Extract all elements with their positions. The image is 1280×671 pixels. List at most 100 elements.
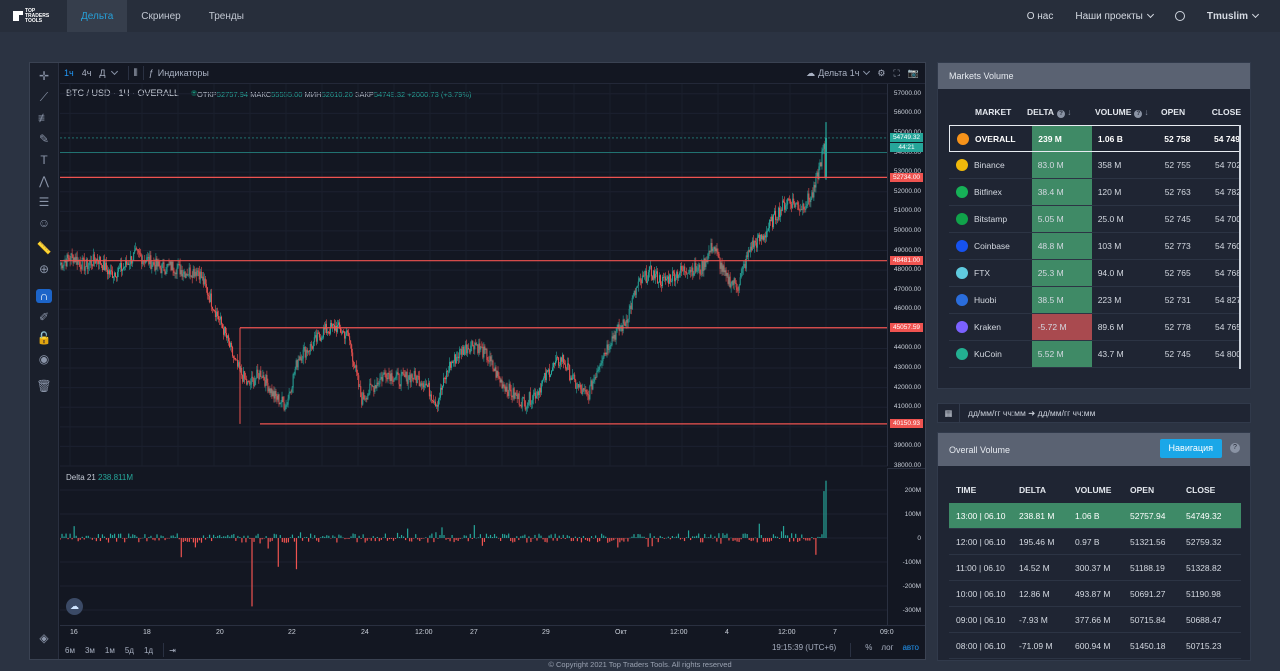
- range-1d[interactable]: 1д: [143, 645, 154, 655]
- nav-projects-dropdown[interactable]: Наши проекты: [1075, 10, 1154, 22]
- overall-row[interactable]: 08:00 | 06.10 -71.09 M 600.94 M 51450.18…: [949, 633, 1241, 659]
- trendline-icon[interactable]: ⟋: [39, 90, 49, 104]
- log-scale-toggle[interactable]: лог: [881, 643, 894, 652]
- candle: [256, 365, 258, 379]
- chevron-down-icon[interactable]: [110, 67, 118, 75]
- candle: [627, 318, 629, 329]
- timeframe-4h[interactable]: 4ч: [81, 68, 92, 78]
- symbol-legend: BTC / USD · 1Ч · OVERALL: [66, 88, 198, 98]
- camera-icon[interactable]: 📷: [907, 67, 919, 78]
- crosshair-icon[interactable]: ✛: [38, 69, 50, 83]
- calendar-icon[interactable]: ▦: [938, 404, 960, 422]
- magnet-icon[interactable]: ∩: [36, 289, 52, 303]
- help-icon[interactable]: ?: [1134, 109, 1143, 118]
- eye-icon[interactable]: ◉: [38, 352, 50, 366]
- range-5d[interactable]: 5д: [124, 645, 134, 655]
- emoji-icon[interactable]: ☺: [37, 216, 51, 230]
- delta-bar: [744, 533, 746, 538]
- layout-selector[interactable]: ☁ Дельта 1ч: [806, 67, 871, 79]
- symbol-title[interactable]: BTC / USD · 1Ч · OVERALL: [66, 88, 180, 98]
- candle: [159, 260, 161, 270]
- zoom-in-icon[interactable]: ⊕: [38, 262, 50, 276]
- market-delta: -5.72 M: [1031, 314, 1092, 340]
- candle: [98, 255, 100, 270]
- logo[interactable]: TOP TRADERS TOOLS: [0, 0, 67, 32]
- market-row[interactable]: Kraken -5.72 M 89.6 M 52 778 54 765: [949, 314, 1241, 341]
- overall-row[interactable]: 12:00 | 06.10 195.46 M 0.97 B 51321.56 5…: [949, 529, 1241, 555]
- clock-timezone[interactable]: 19:15:39 (UTC+6): [771, 643, 837, 652]
- navigation-button[interactable]: Навигация: [1159, 439, 1222, 458]
- delta-bar: [253, 538, 255, 542]
- market-row[interactable]: Coinbase 48.8 M 103 M 52 773 54 760: [949, 233, 1241, 260]
- price-pane[interactable]: [60, 84, 888, 468]
- delta-bar: [568, 536, 570, 538]
- scrollbar[interactable]: [1239, 125, 1241, 369]
- overall-row[interactable]: 13:00 | 06.10 238.81 M 1.06 B 52757.94 5…: [949, 503, 1241, 529]
- ruler-icon[interactable]: 📏: [36, 241, 52, 255]
- market-row[interactable]: Bitstamp 5.05 M 25.0 M 52 745 54 700: [949, 206, 1241, 233]
- candle: [578, 384, 580, 391]
- col-delta[interactable]: DELTA? ↓: [1025, 107, 1089, 118]
- overall-row[interactable]: 10:00 | 06.10 12.86 M 493.87 M 50691.27 …: [949, 581, 1241, 607]
- date-range-input[interactable]: дд/мм/гг чч:мм ➜ дд/мм/гг чч:мм: [968, 407, 1096, 418]
- lock-drawing-icon[interactable]: ✐: [38, 310, 50, 324]
- pattern-icon[interactable]: ⋀: [39, 174, 49, 188]
- col-close[interactable]: CLOSE: [1211, 107, 1241, 117]
- settings-gear-icon[interactable]: ⚙: [877, 67, 886, 78]
- candle: [509, 381, 511, 392]
- fib-tool-icon[interactable]: ≢: [38, 111, 50, 125]
- trash-icon[interactable]: 🗑: [36, 379, 52, 393]
- col-market[interactable]: MARKET: [975, 107, 1012, 117]
- candle: [273, 386, 275, 403]
- indicators-button[interactable]: ƒ Индикаторы: [149, 68, 209, 78]
- time-axis[interactable]: 16 18 20 22 24 12:00 27 29 Окт 12:00 4 12:00 7 09:0: [60, 625, 925, 639]
- price-axis[interactable]: 57000.0056000.0055000.0054000.0053000.00…: [887, 84, 925, 469]
- timeframe-day[interactable]: Д: [99, 68, 106, 78]
- nav-tab-delta[interactable]: Дельта: [67, 0, 128, 32]
- market-row[interactable]: Huobi 38.5 M 223 M 52 731 54 827: [949, 287, 1241, 314]
- overall-row[interactable]: 09:00 | 06.10 -7.93 M 377.66 M 50715.84 …: [949, 607, 1241, 633]
- date-range-picker[interactable]: ▦ дд/мм/гг чч:мм ➜ дд/мм/гг чч:мм: [937, 403, 1251, 423]
- range-6m[interactable]: 6м: [65, 645, 75, 655]
- row-close: 50688.47: [1186, 614, 1222, 625]
- nav-tab-screener[interactable]: Скринер: [141, 10, 181, 22]
- candle: [777, 216, 779, 224]
- layers-icon[interactable]: ◈: [39, 631, 49, 645]
- auto-scale-toggle[interactable]: авто: [902, 643, 919, 652]
- market-row[interactable]: Binance 83.0 M 358 M 52 755 54 702: [949, 152, 1241, 179]
- nav-about-link[interactable]: О нас: [1026, 10, 1054, 22]
- market-row[interactable]: Bitfinex 38.4 M 120 M 52 763 54 782: [949, 179, 1241, 206]
- cloud-sync-icon[interactable]: ☁: [66, 598, 83, 615]
- candle: [500, 378, 502, 383]
- help-icon[interactable]: ?: [1057, 109, 1066, 118]
- candle: [294, 366, 296, 376]
- candle: [516, 389, 518, 404]
- goto-date-icon[interactable]: ⇥: [169, 645, 176, 655]
- range-3m[interactable]: 3м: [84, 645, 95, 655]
- candle: [353, 360, 355, 370]
- delta-pane[interactable]: [60, 468, 888, 624]
- candle-type-icon[interactable]: ⫴: [133, 67, 138, 79]
- market-row[interactable]: FTX 25.3 M 94.0 M 52 765 54 768: [949, 260, 1241, 287]
- range-1m[interactable]: 1м: [104, 645, 115, 655]
- help-icon[interactable]: ?: [1230, 443, 1240, 453]
- brush-icon[interactable]: ✎: [38, 132, 50, 146]
- user-menu[interactable]: Tmuslim: [1207, 10, 1260, 22]
- measure-lines-icon[interactable]: ☰: [38, 195, 50, 209]
- col-open[interactable]: OPEN: [1161, 107, 1186, 117]
- candle: [264, 377, 266, 388]
- timeframe-1h[interactable]: 1ч: [64, 68, 74, 78]
- market-row[interactable]: KuCoin 5.52 M 43.7 M 52 745 54 800: [949, 341, 1241, 368]
- candle: [441, 385, 443, 395]
- col-volume[interactable]: VOLUME? ↓: [1089, 107, 1161, 118]
- market-row[interactable]: OVERALL 239 M 1.06 B 52 758 54 749: [949, 125, 1241, 152]
- delta-axis[interactable]: 200M 100M 0 -100M -200M -300M: [887, 468, 925, 625]
- fullscreen-icon[interactable]: ⛶: [893, 67, 900, 78]
- text-tool-icon[interactable]: T: [40, 153, 48, 167]
- lock-icon[interactable]: 🔓: [36, 331, 52, 345]
- theme-toggle-sun-icon[interactable]: [1174, 11, 1185, 21]
- percent-scale-toggle[interactable]: %: [865, 643, 873, 652]
- nav-tab-trends[interactable]: Тренды: [208, 10, 244, 22]
- overall-row[interactable]: 11:00 | 06.10 14.52 M 300.37 M 51188.19 …: [949, 555, 1241, 581]
- candle: [89, 255, 91, 269]
